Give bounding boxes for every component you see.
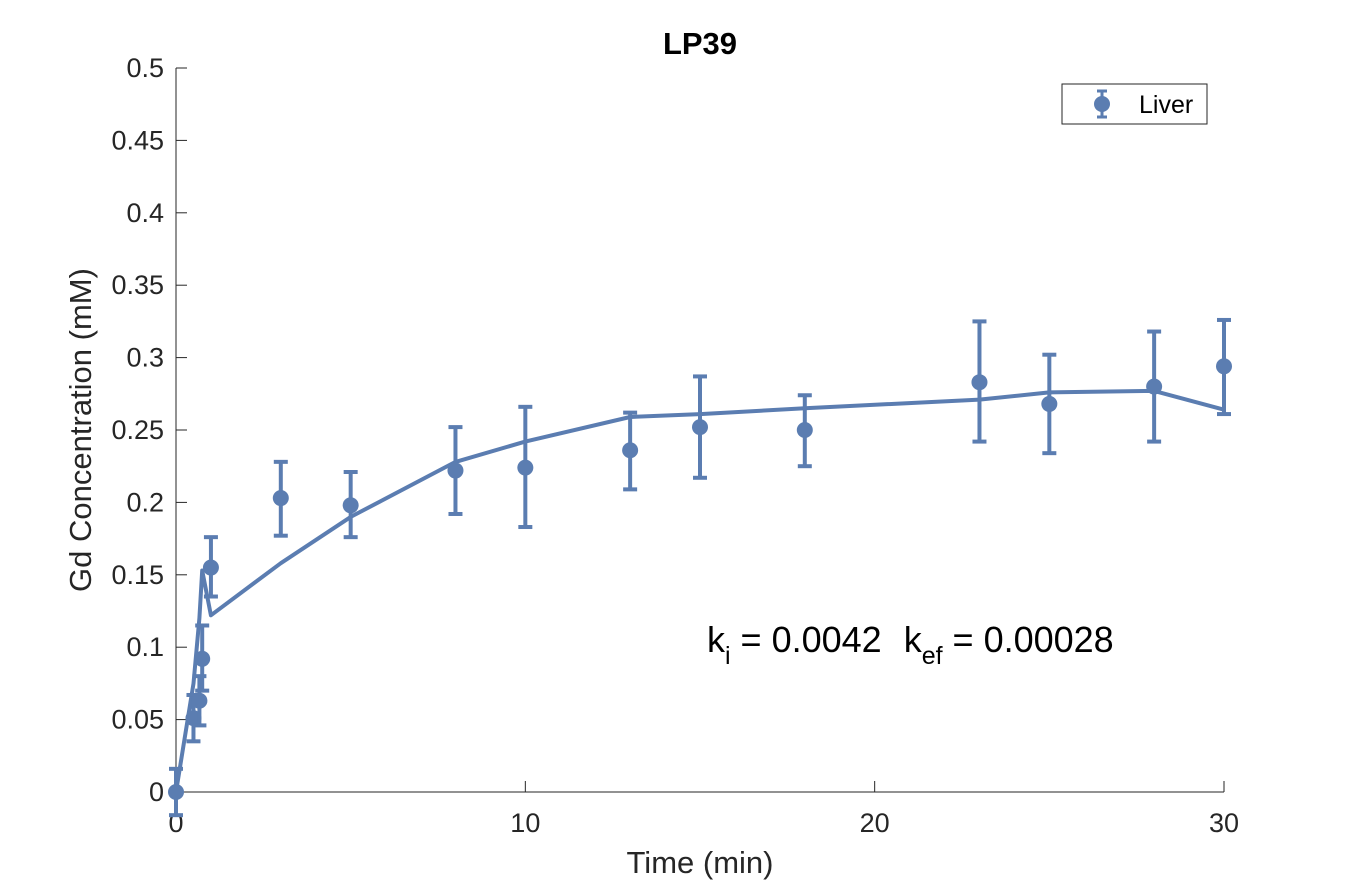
data-marker [796,422,813,438]
y-tick-label: 0.5 [126,53,164,83]
data-point [971,319,988,444]
data-marker [272,490,289,507]
y-tick-label: 0.15 [111,560,164,590]
rate-constants-annotation: ki = 0.0042 kef = 0.00028 [707,619,1114,670]
y-tick-label: 0.3 [126,343,164,373]
data-point [191,674,208,728]
y-tick-label: 0.25 [111,415,164,445]
y-tick-label: 0.2 [126,487,164,517]
data-point [168,766,184,818]
data-marker [202,559,219,576]
ki-symbol: k [707,619,726,660]
data-marker [194,650,211,667]
legend: Liver [1061,83,1208,125]
legend-entry-liver: Liver [1139,91,1193,119]
data-marker [1216,358,1232,375]
fit-line [174,388,1225,793]
legend-box [1061,83,1208,125]
x-tick-label: 20 [860,808,890,838]
chart-title: LP39 [663,26,737,61]
data-point [194,623,211,693]
data-point [692,374,708,480]
x-tick-label: 10 [510,808,540,838]
y-tick-label: 0.05 [111,705,164,735]
y-tick-label: 0.4 [126,198,164,228]
data-point [1146,329,1163,444]
data-point [796,393,813,469]
data-marker [1041,395,1058,412]
kef-subscript: ef [922,642,943,670]
data-marker [692,419,708,436]
data-point [1041,352,1058,456]
x-axis-label: Time (min) [627,845,774,880]
legend-dot [1094,96,1110,112]
y-tick-label: 0 [149,777,164,807]
ki-subscript: i [725,642,731,670]
data-point [1216,317,1232,417]
data-marker [971,374,988,391]
data-marker [191,692,208,709]
plot-area [168,317,1232,818]
data-point [622,410,639,492]
legend-marker-liver [1094,89,1110,119]
y-tick-label: 0.45 [111,125,164,155]
y-axis-label: Gd Concentration (mM) [63,268,98,592]
x-tick-label: 30 [1209,808,1239,838]
data-marker [1146,378,1163,395]
data-point [517,404,534,530]
data-point [342,469,359,540]
data-marker [168,784,184,800]
data-marker [517,459,534,476]
data-point [202,535,219,599]
kef-value: = 0.00028 [943,619,1114,660]
ki-value: = 0.0042 [731,619,882,660]
data-marker [447,462,464,479]
kef-symbol: k [904,619,923,660]
y-tick-label: 0.1 [126,632,164,662]
data-marker [622,442,639,459]
data-point [272,459,289,538]
axes: 0 10 20 3000.050.10.150.20.250.30.350.40.45… [111,53,1239,838]
y-tick-label: 0.35 [111,270,164,300]
data-marker [342,497,359,514]
data-point [447,425,464,516]
